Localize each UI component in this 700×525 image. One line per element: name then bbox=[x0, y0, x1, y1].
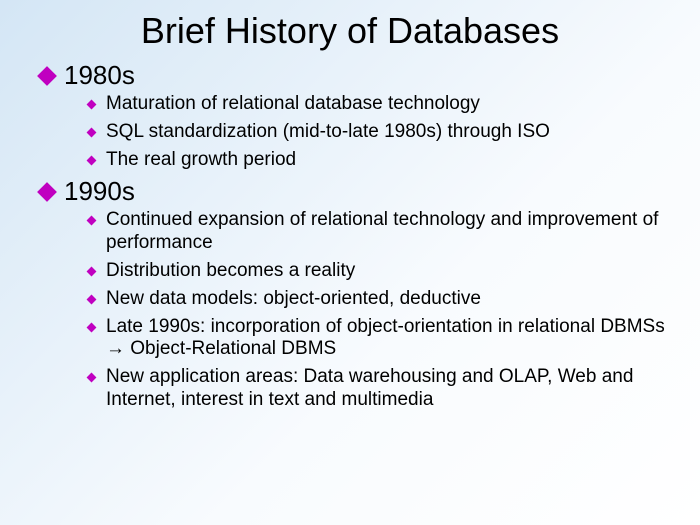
bullet-item: New data models: object-oriented, deduct… bbox=[88, 288, 670, 311]
section: 1980sMaturation of relational database t… bbox=[30, 60, 670, 171]
diamond-icon bbox=[37, 66, 57, 86]
diamond-icon bbox=[37, 182, 57, 202]
section-label: 1980s bbox=[64, 60, 135, 91]
slide: Brief History of Databases 1980sMaturati… bbox=[0, 0, 700, 437]
bullet-list: Maturation of relational database techno… bbox=[88, 93, 670, 171]
bullet-item: Late 1990s: incorporation of object-orie… bbox=[88, 316, 670, 362]
section-header: 1980s bbox=[40, 60, 670, 91]
bullet-item: The real growth period bbox=[88, 149, 670, 172]
bullet-list: Continued expansion of relational techno… bbox=[88, 209, 670, 411]
bullet-item: Continued expansion of relational techno… bbox=[88, 209, 670, 255]
slide-title: Brief History of Databases bbox=[30, 10, 670, 52]
sections-container: 1980sMaturation of relational database t… bbox=[30, 60, 670, 412]
section-label: 1990s bbox=[64, 176, 135, 207]
section-header: 1990s bbox=[40, 176, 670, 207]
bullet-item: New application areas: Data warehousing … bbox=[88, 366, 670, 412]
bullet-item: SQL standardization (mid-to-late 1980s) … bbox=[88, 121, 670, 144]
section: 1990sContinued expansion of relational t… bbox=[30, 176, 670, 411]
bullet-item: Maturation of relational database techno… bbox=[88, 93, 670, 116]
bullet-item: Distribution becomes a reality bbox=[88, 260, 670, 283]
